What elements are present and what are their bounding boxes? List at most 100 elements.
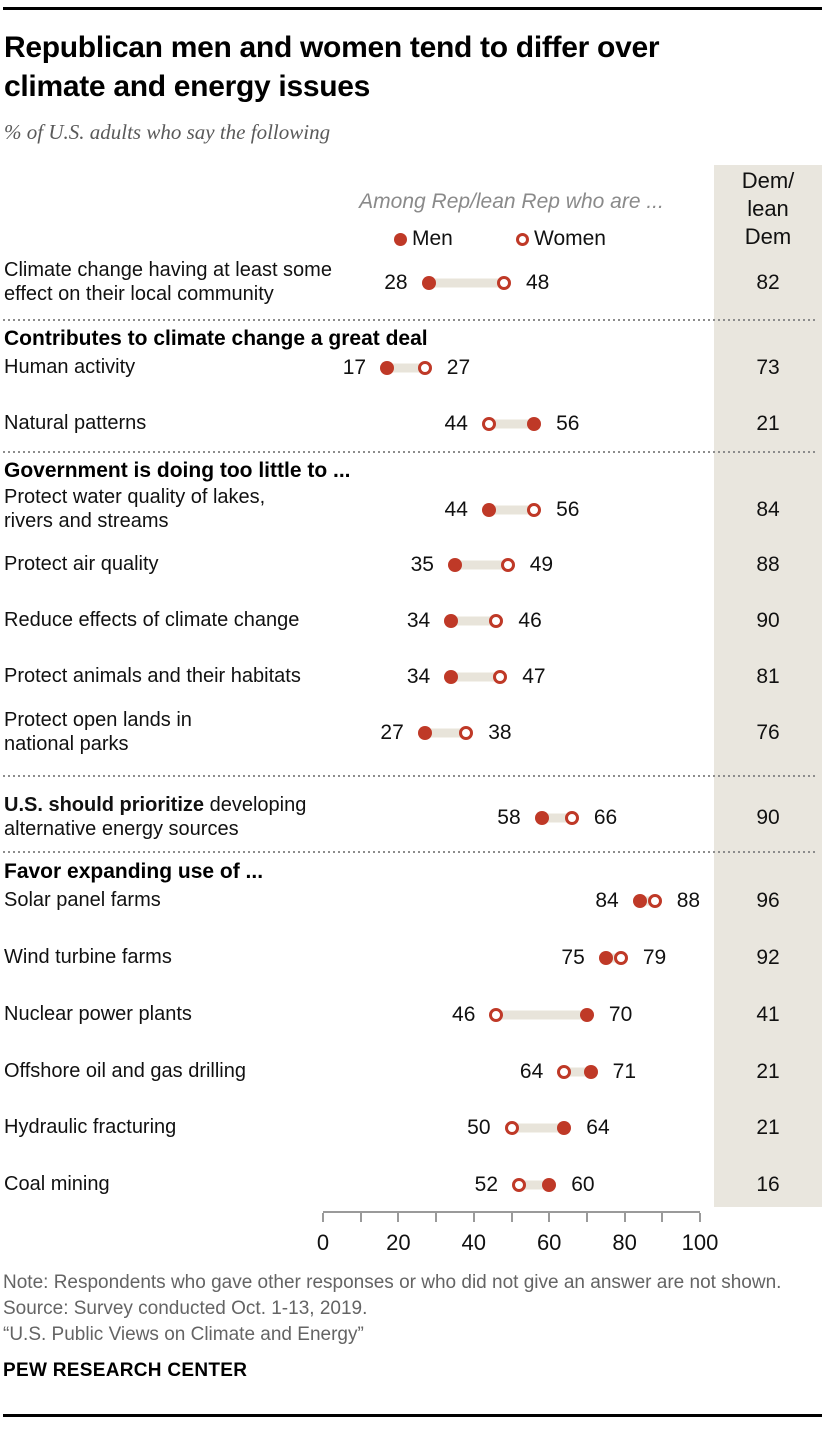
dem-value: 16: [756, 1173, 780, 1196]
row-label-line: Nuclear power plants: [4, 1003, 192, 1025]
dumbbell-connector: [519, 1180, 550, 1190]
women-open-dot-icon: [516, 232, 529, 246]
x-axis-line: [323, 1211, 700, 1213]
x-axis-tick: [322, 1213, 324, 1222]
x-axis-label: 80: [612, 1230, 637, 1255]
title-line-2: climate and energy issues: [4, 70, 371, 103]
women-dot: [557, 1065, 572, 1079]
women-dot: [481, 417, 496, 431]
women-value-label: 52: [474, 1173, 499, 1196]
women-dot: [493, 670, 508, 684]
men-dot: [542, 1178, 557, 1192]
x-axis-tick: [548, 1213, 551, 1222]
x-axis-tick: [623, 1213, 626, 1222]
dem-value: 90: [756, 806, 780, 829]
x-axis-label: 0: [316, 1230, 330, 1255]
men-dot: [583, 1065, 598, 1079]
row-label-line: Natural patterns: [4, 412, 147, 434]
women-value-label: 44: [444, 412, 468, 435]
men-value-label: 35: [410, 553, 434, 576]
women-dot: [512, 1178, 527, 1192]
legend-women-label: Women: [534, 227, 606, 250]
row-label-line: Hydraulic fracturing: [4, 1116, 177, 1138]
row-label-line: Human activity: [4, 356, 136, 378]
row-label-line: Protect air quality: [4, 553, 159, 575]
men-value-label: 58: [497, 806, 521, 829]
women-dot: [527, 503, 542, 517]
page-title: Republican men and women tend to differ …: [4, 28, 764, 106]
women-value-label: 46: [518, 609, 542, 632]
women-dot: [647, 894, 662, 908]
row-label-line: Protect animals and their habitats: [4, 665, 301, 687]
dem-value: 21: [756, 1060, 780, 1083]
dotted-divider: [3, 319, 818, 321]
men-dot: [421, 276, 436, 290]
x-axis-label: 40: [461, 1230, 487, 1255]
row-label: Human activity: [4, 355, 334, 379]
men-value-label: 44: [444, 498, 468, 521]
row-label: Reduce effects of climate change: [4, 608, 334, 632]
row-label: Protect water quality of lakes, rivers an…: [4, 485, 334, 533]
row-label-line: national parks: [4, 733, 129, 755]
bottom-rule: [3, 1414, 822, 1417]
legend-context-label: Among Rep/lean Rep who are ...: [359, 190, 664, 213]
row-label-line: Solar panel farms: [4, 889, 161, 911]
row-label: U.S. should prioritize developing alterna…: [4, 793, 334, 841]
men-dot: [557, 1121, 572, 1135]
x-axis-tick: [472, 1213, 475, 1222]
row-label: Offshore oil and gas drilling: [4, 1059, 334, 1083]
women-dot: [459, 726, 474, 740]
row-label-line: Protect water quality of lakes,: [4, 486, 266, 508]
dumbbell-connector: [424, 728, 467, 738]
men-dot: [444, 614, 459, 628]
row-label: Wind turbine farms: [4, 945, 334, 969]
men-dot: [481, 503, 496, 517]
women-value-label: 88: [676, 889, 701, 912]
men-dot: [598, 951, 613, 965]
women-value-label: 66: [593, 806, 618, 829]
legend-item-women: Women: [516, 227, 606, 251]
row-label-line: Climate change having at least some: [4, 259, 332, 281]
men-value-label: 70: [608, 1003, 633, 1026]
dem-value: 84: [756, 498, 780, 521]
dem-value: 92: [756, 946, 780, 969]
women-value-label: 38: [488, 721, 512, 744]
footer-report-title: “U.S. Public Views on Climate and Energy…: [3, 1324, 364, 1345]
top-rule: [3, 7, 822, 10]
women-dot: [500, 558, 515, 572]
women-value-label: 49: [529, 553, 554, 576]
row-label: Solar panel farms: [4, 888, 334, 912]
women-value-label: 64: [519, 1060, 544, 1083]
dumbbell-connector: [451, 672, 501, 682]
row-label-line: U.S. should prioritize developing: [4, 794, 307, 816]
dem-value: 96: [756, 889, 780, 912]
women-value-label: 56: [556, 498, 580, 521]
men-value-label: 27: [380, 721, 404, 744]
section-header: Favor expanding use of ...: [4, 860, 264, 883]
dumbbell-connector: [454, 560, 508, 570]
dem-column-background: [714, 165, 822, 1207]
row-label: Hydraulic fracturing: [4, 1115, 334, 1139]
dem-value: 82: [756, 271, 780, 294]
row-label: Protect air quality: [4, 552, 334, 576]
dem-header-line: Dem/: [741, 168, 795, 193]
women-value-label: 50: [467, 1116, 491, 1139]
x-axis-label: 60: [536, 1230, 562, 1255]
row-label-line: rivers and streams: [4, 510, 169, 532]
women-dot: [613, 951, 628, 965]
dem-value: 88: [756, 553, 780, 576]
dem-value: 73: [756, 356, 780, 379]
women-value-label: 48: [525, 271, 550, 294]
row-label-line: Protect open lands in: [4, 709, 192, 731]
men-filled-dot-icon: [394, 232, 407, 246]
men-dot: [632, 894, 647, 908]
men-dot: [417, 726, 432, 740]
row-label-line: Reduce effects of climate change: [4, 609, 300, 631]
women-value-label: 79: [642, 946, 667, 969]
dumbbell-connector: [496, 1010, 587, 1020]
dem-value: 81: [756, 665, 780, 688]
dem-value: 21: [756, 412, 780, 435]
dem-value: 76: [756, 721, 780, 744]
dem-header-line: Dem: [744, 224, 792, 249]
